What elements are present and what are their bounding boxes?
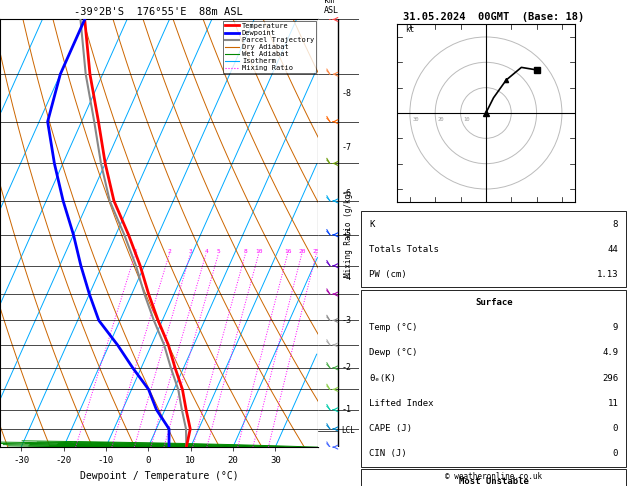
Text: 30: 30	[413, 117, 419, 122]
Text: 8: 8	[613, 220, 618, 228]
Text: 25: 25	[313, 249, 320, 254]
Title: -39°2B'S  176°55'E  88m ASL: -39°2B'S 176°55'E 88m ASL	[74, 7, 243, 17]
Text: -5: -5	[341, 230, 351, 239]
Text: 0: 0	[613, 424, 618, 433]
Text: K: K	[369, 220, 375, 228]
Text: Mixing Ratio (g/kg): Mixing Ratio (g/kg)	[344, 190, 353, 277]
Text: -1: -1	[341, 405, 351, 414]
Text: Lifted Index: Lifted Index	[369, 399, 434, 408]
Text: Temp (°C): Temp (°C)	[369, 323, 418, 332]
Text: 31.05.2024  00GMT  (Base: 18): 31.05.2024 00GMT (Base: 18)	[403, 12, 584, 22]
Text: 1.13: 1.13	[597, 270, 618, 279]
Text: 296: 296	[602, 374, 618, 382]
Text: LCL: LCL	[341, 426, 355, 435]
Text: 2: 2	[167, 249, 171, 254]
Text: © weatheronline.co.uk: © weatheronline.co.uk	[445, 472, 542, 481]
Text: -7: -7	[341, 143, 351, 152]
Text: -2: -2	[341, 364, 351, 372]
X-axis label: Dewpoint / Temperature (°C): Dewpoint / Temperature (°C)	[79, 471, 238, 481]
Text: Totals Totals: Totals Totals	[369, 245, 439, 254]
Text: 5: 5	[216, 249, 220, 254]
Legend: Temperature, Dewpoint, Parcel Trajectory, Dry Adiabat, Wet Adiabat, Isotherm, Mi: Temperature, Dewpoint, Parcel Trajectory…	[223, 21, 316, 73]
Text: 9: 9	[613, 323, 618, 332]
Text: 10: 10	[463, 117, 470, 122]
Text: 4: 4	[204, 249, 208, 254]
Text: 4.9: 4.9	[602, 348, 618, 357]
Text: PW (cm): PW (cm)	[369, 270, 407, 279]
Text: 11: 11	[608, 399, 618, 408]
Text: km
ASL: km ASL	[324, 0, 339, 15]
Text: 0: 0	[613, 450, 618, 458]
Text: -4: -4	[341, 273, 351, 282]
Text: -8: -8	[341, 89, 351, 99]
Text: -3: -3	[341, 316, 351, 325]
Text: 1: 1	[133, 249, 137, 254]
Text: -6: -6	[341, 189, 351, 198]
Text: 16: 16	[284, 249, 291, 254]
Text: Surface: Surface	[475, 298, 513, 307]
Text: 20: 20	[298, 249, 306, 254]
Text: Most Unstable: Most Unstable	[459, 477, 529, 486]
Text: 10: 10	[255, 249, 262, 254]
Text: 8: 8	[243, 249, 247, 254]
Text: 44: 44	[608, 245, 618, 254]
Text: Dewp (°C): Dewp (°C)	[369, 348, 418, 357]
Text: 20: 20	[438, 117, 444, 122]
Text: CAPE (J): CAPE (J)	[369, 424, 413, 433]
Text: kt: kt	[405, 25, 414, 34]
Text: θₑ(K): θₑ(K)	[369, 374, 396, 382]
Text: 3: 3	[189, 249, 192, 254]
Text: CIN (J): CIN (J)	[369, 450, 407, 458]
